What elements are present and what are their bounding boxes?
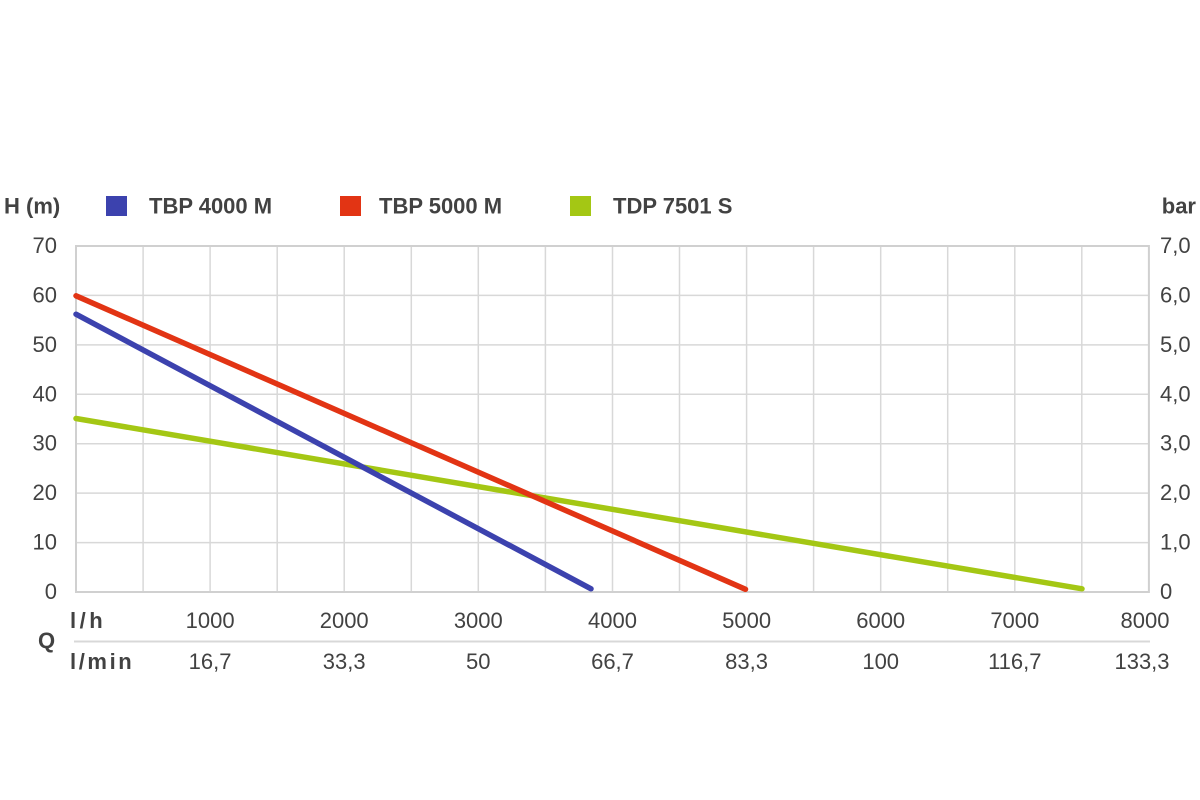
svg-text:20: 20 <box>33 480 57 505</box>
svg-text:50: 50 <box>33 332 57 357</box>
svg-text:2,0: 2,0 <box>1160 480 1191 505</box>
svg-text:5,0: 5,0 <box>1160 332 1191 357</box>
svg-text:40: 40 <box>33 381 57 406</box>
svg-text:6000: 6000 <box>856 608 905 633</box>
svg-text:3,0: 3,0 <box>1160 431 1191 456</box>
svg-text:5000: 5000 <box>722 608 771 633</box>
svg-text:1,0: 1,0 <box>1160 530 1191 555</box>
svg-text:100: 100 <box>862 649 899 674</box>
svg-text:l/min: l/min <box>70 649 134 674</box>
svg-text:bar: bar <box>1162 194 1197 219</box>
svg-text:83,3: 83,3 <box>725 649 768 674</box>
svg-text:0: 0 <box>1160 579 1172 604</box>
svg-text:30: 30 <box>33 431 57 456</box>
svg-text:33,3: 33,3 <box>323 649 366 674</box>
svg-text:50: 50 <box>466 649 490 674</box>
svg-text:4000: 4000 <box>588 608 637 633</box>
svg-text:3000: 3000 <box>454 608 503 633</box>
svg-text:10: 10 <box>33 530 57 555</box>
svg-text:66,7: 66,7 <box>591 649 634 674</box>
svg-text:l/h: l/h <box>70 608 106 633</box>
svg-text:7000: 7000 <box>990 608 1039 633</box>
svg-text:0: 0 <box>45 579 57 604</box>
svg-text:TBP 5000 M: TBP 5000 M <box>379 194 502 219</box>
svg-text:TBP 4000 M: TBP 4000 M <box>149 194 272 219</box>
svg-text:7,0: 7,0 <box>1160 233 1191 258</box>
svg-text:2000: 2000 <box>320 608 369 633</box>
svg-text:1000: 1000 <box>186 608 235 633</box>
svg-text:Q: Q <box>38 628 55 653</box>
svg-text:16,7: 16,7 <box>189 649 232 674</box>
svg-text:8000: 8000 <box>1121 608 1170 633</box>
svg-text:70: 70 <box>33 233 57 258</box>
svg-text:6,0: 6,0 <box>1160 282 1191 307</box>
svg-text:116,7: 116,7 <box>988 649 1041 674</box>
svg-text:H (m): H (m) <box>4 194 60 219</box>
svg-text:TDP 7501 S: TDP 7501 S <box>613 194 732 219</box>
svg-text:133,3: 133,3 <box>1114 649 1169 674</box>
svg-text:4,0: 4,0 <box>1160 381 1191 406</box>
svg-text:60: 60 <box>33 282 57 307</box>
